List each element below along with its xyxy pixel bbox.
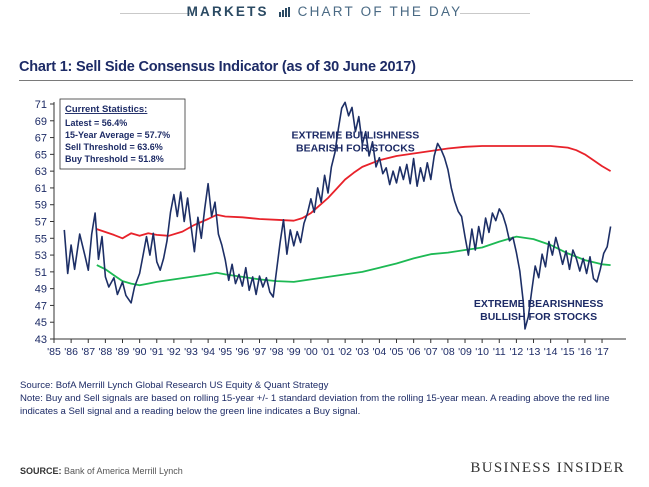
x-tick-label: '88 [99, 346, 113, 358]
x-tick-label: '11 [493, 346, 506, 358]
y-tick-label: 67 [35, 133, 47, 145]
business-insider-logo[interactable]: BUSINESS INSIDER [470, 460, 625, 476]
x-tick-label: '85 [47, 346, 61, 358]
header-bar: MARKETS CHART OF THE DAY [0, 2, 649, 24]
x-tick-label: '07 [424, 346, 438, 358]
footer-source: SOURCE: Bank of America Merrill Lynch [20, 466, 183, 476]
x-tick-label: '12 [510, 346, 524, 358]
y-tick-label: 43 [35, 334, 47, 346]
y-tick-label: 49 [35, 284, 47, 296]
x-tick-label: '86 [64, 346, 78, 358]
x-tick-label: '08 [441, 346, 455, 358]
x-tick-label: '93 [184, 346, 198, 358]
x-tick-label: '98 [270, 346, 284, 358]
x-tick-label: '99 [287, 346, 301, 358]
statistics-box-frame [59, 98, 186, 170]
y-tick-label: 65 [35, 149, 47, 161]
x-tick-label: '10 [475, 346, 489, 358]
sentiment-line-chart: 43 45 47 49 51 53 55 57 59 61 63 65 67 69 71 '85'86'87… [35, 98, 626, 358]
x-tick-label: '02 [338, 346, 352, 358]
footer-source-label: SOURCE: [20, 466, 62, 476]
x-tick-label: '13 [527, 346, 541, 358]
y-axis: 43 45 47 49 51 53 55 57 59 61 63 65 67 69 71 [35, 99, 55, 346]
x-tick-label: '96 [236, 346, 250, 358]
x-tick-label: '95 [218, 346, 232, 358]
annotation-label: BULLISH FOR STOCKS [480, 311, 597, 323]
footer-source-value: Bank of America Merrill Lynch [64, 466, 183, 476]
x-tick-label: '97 [253, 346, 267, 358]
y-tick-label: 51 [35, 267, 47, 279]
x-tick-label: '15 [561, 346, 575, 358]
header-chart-of-the-day[interactable]: CHART OF THE DAY [297, 4, 463, 19]
source-note: Source: BofA Merrill Lynch Global Resear… [20, 380, 329, 391]
x-tick-label: '17 [595, 346, 609, 358]
statistics-heading: Current Statistics: [65, 104, 147, 115]
x-tick-label: '01 [321, 346, 335, 358]
x-tick-label: '91 [150, 346, 164, 358]
title-rule [19, 80, 633, 81]
y-tick-label: 55 [35, 233, 47, 245]
x-tick-label: '05 [390, 346, 404, 358]
x-axis: '85'86'87'88'89'90'91'92'93'94'95'96'97 '… [47, 338, 626, 358]
consensus-indicator-line [63, 101, 612, 330]
x-tick-label: '94 [201, 346, 215, 358]
series-lines [63, 101, 612, 330]
sell-threshold-line [96, 145, 612, 240]
x-tick-label: '00 [304, 346, 318, 358]
header-markets[interactable]: MARKETS [186, 4, 269, 19]
x-tick-label: '90 [133, 346, 147, 358]
statistics-line: Latest = 56.4% [65, 118, 127, 128]
y-tick-label: 63 [35, 166, 47, 178]
annotation-label: EXTREME BEARISHNESS [474, 298, 604, 310]
x-tick-label: '89 [116, 346, 130, 358]
y-tick-label: 53 [35, 250, 47, 262]
y-tick-label: 69 [35, 116, 47, 128]
x-tick-label: '16 [578, 346, 592, 358]
x-tick-label: '09 [458, 346, 472, 358]
y-tick-label: 61 [35, 183, 47, 195]
y-tick-label: 57 [35, 217, 47, 229]
header-text: MARKETS CHART OF THE DAY [0, 4, 649, 19]
header-divider-left [120, 13, 190, 14]
buy-threshold-line [96, 235, 611, 287]
y-tick-label: 59 [35, 200, 47, 212]
x-tick-label: '06 [407, 346, 421, 358]
buy-sell-note-line1: Note: Buy and Sell signals are based on … [20, 393, 610, 404]
x-tick-label: '03 [355, 346, 369, 358]
statistics-line: Buy Threshold = 51.8% [65, 154, 164, 164]
annotation-label: BEARISH FOR STOCKS [296, 142, 415, 154]
x-tick-label: '92 [167, 346, 181, 358]
chart-title: Chart 1: Sell Side Consensus Indicator (… [19, 59, 416, 75]
bar-chart-icon [278, 5, 290, 17]
annotation-label: EXTREME BULLISHNESS [292, 129, 420, 141]
header-divider-right [460, 13, 530, 14]
statistics-line: Sell Threshold = 63.6% [65, 142, 163, 152]
y-tick-label: 45 [35, 317, 47, 329]
statistics-line: 15-Year Average = 57.7% [65, 130, 170, 140]
x-tick-label: '14 [544, 346, 558, 358]
statistics-box: Current Statistics: Latest = 56.4% 15-Year… [59, 98, 186, 170]
y-tick-label: 71 [35, 99, 47, 111]
x-tick-label: '04 [373, 346, 387, 358]
buy-sell-note-line2: indicates a Sell signal and a reading be… [20, 406, 361, 417]
y-tick-label: 47 [35, 300, 47, 312]
x-tick-label: '87 [81, 346, 95, 358]
